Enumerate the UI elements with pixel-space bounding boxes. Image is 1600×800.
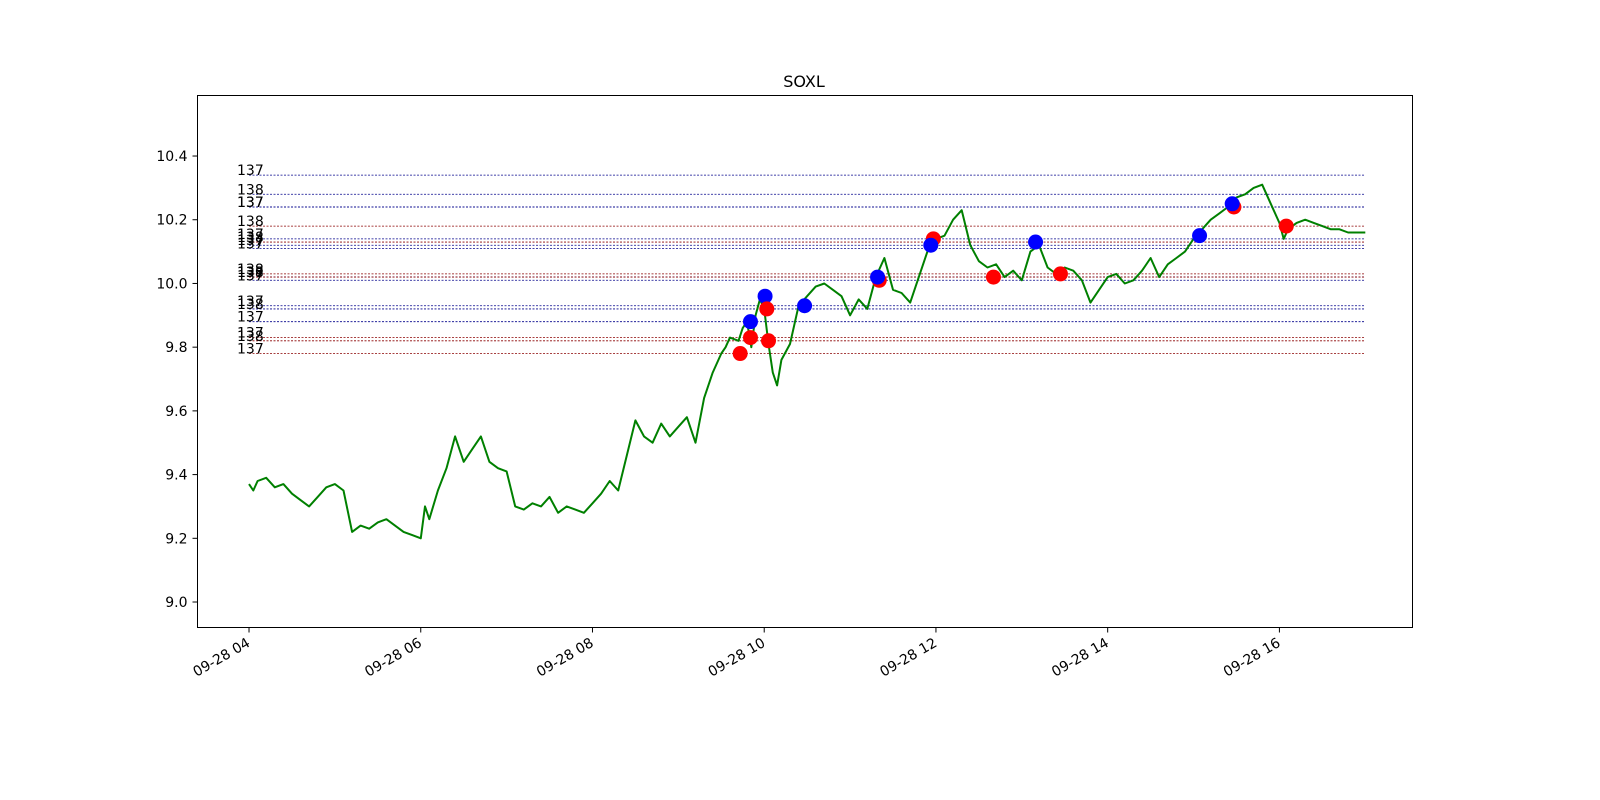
level-label: 137 (237, 268, 264, 284)
level-label: 138 (237, 297, 264, 313)
sell-marker (742, 330, 758, 346)
level-label: 137 (237, 326, 264, 342)
buy-marker (1192, 228, 1208, 244)
level-label: 138 (237, 262, 264, 278)
sell-marker (759, 301, 775, 317)
buy-marker (1028, 234, 1044, 250)
level-label: 137 (237, 227, 264, 243)
level-label: 138 (237, 329, 264, 345)
x-tick-label: 09-28 08 (534, 635, 597, 680)
level-label: 137 (237, 163, 264, 179)
y-tick-label: 9.2 (165, 531, 187, 547)
level-label: 137 (237, 233, 264, 249)
level-label: 137 (237, 310, 264, 326)
y-tick-label: 9.6 (165, 404, 187, 420)
x-tick-label: 09-28 12 (877, 635, 940, 680)
level-label: 137 (237, 265, 264, 281)
x-tick-label: 09-28 06 (362, 635, 425, 680)
level-label: 137 (237, 236, 264, 252)
y-tick-label: 9.4 (165, 468, 187, 484)
sell-marker (732, 346, 748, 362)
level-label: 137 (237, 195, 264, 211)
x-tick-label: 09-28 16 (1221, 635, 1284, 680)
sell-marker (761, 333, 777, 349)
plot-area: 1371381371371381371381371371381381371371… (237, 163, 1366, 540)
axes: 9.0 9.2 9.4 9.6 9.8 10.0 10.2 10.4 09-28 04 09-28… (156, 149, 1283, 680)
buy-marker (923, 237, 939, 253)
x-tick-label: 09-28 10 (706, 635, 769, 680)
y-tick-label: 9.8 (165, 340, 187, 356)
level-label: 137 (237, 294, 264, 310)
buy-marker (1224, 196, 1240, 212)
x-tick-label: 09-28 14 (1049, 635, 1112, 680)
level-label: 138 (237, 214, 264, 230)
sell-marker (985, 269, 1001, 285)
plot-frame (197, 95, 1413, 628)
sell-marker (1052, 266, 1068, 282)
y-tick-label: 10.2 (156, 213, 187, 229)
buy-marker (757, 288, 773, 304)
level-label: 138 (237, 230, 264, 246)
sell-marker (1278, 218, 1294, 234)
y-tick-label: 10.0 (156, 276, 187, 292)
buy-marker (870, 269, 886, 285)
price-series-line (248, 183, 1366, 540)
buy-marker (797, 298, 813, 314)
x-tick-label: 09-28 04 (191, 635, 254, 680)
level-label: 138 (237, 182, 264, 198)
y-tick-label: 9.0 (165, 595, 187, 611)
level-label: 137 (237, 342, 264, 358)
y-tick-label: 10.4 (156, 149, 187, 165)
chart-title: SOXL (783, 72, 825, 91)
buy-marker (742, 314, 758, 330)
